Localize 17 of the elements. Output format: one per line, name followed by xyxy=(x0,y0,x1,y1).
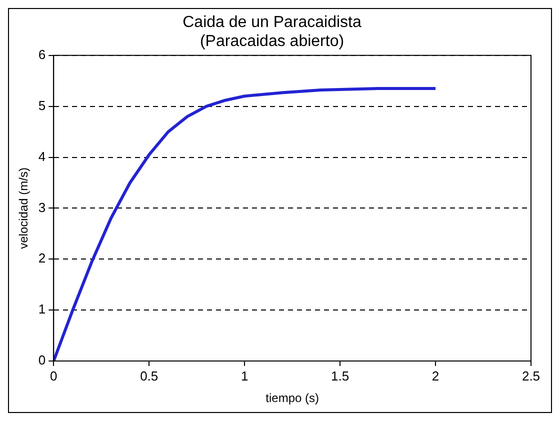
x-tick-label: 0 xyxy=(50,368,58,384)
y-tick-label: 6 xyxy=(38,46,46,62)
x-tick-label: 2.5 xyxy=(522,368,540,384)
chart-subtitle: (Paracaidas abierto) xyxy=(200,33,344,50)
chart-title: Caida de un Paracaidista xyxy=(182,14,362,32)
y-tick-label: 4 xyxy=(38,148,46,164)
x-tick-label: 0.5 xyxy=(140,368,158,384)
y-tick-label: 5 xyxy=(38,98,46,113)
x-tick-label: 1.5 xyxy=(331,368,350,384)
x-axis-title: tiempo (s) xyxy=(266,391,319,406)
y-tick-label: 3 xyxy=(38,200,46,215)
y-tick-label: 2 xyxy=(38,250,46,266)
y-tick-label: 0 xyxy=(38,352,46,368)
y-axis-title: velocidad (m/s) xyxy=(16,168,31,249)
y-tick-label: 1 xyxy=(38,302,46,317)
x-tick-label: 1 xyxy=(240,368,248,384)
x-tick-label: 2 xyxy=(432,368,440,384)
